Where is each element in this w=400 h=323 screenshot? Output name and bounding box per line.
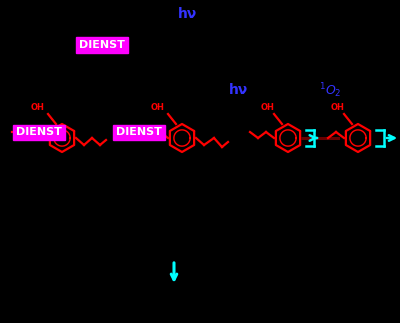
Text: DIENST: DIENST <box>16 128 62 137</box>
Text: DIENST: DIENST <box>79 40 125 50</box>
Text: hν: hν <box>228 83 248 98</box>
Text: OH: OH <box>331 103 345 112</box>
Text: hν: hν <box>178 7 197 21</box>
Text: $^1O_2$: $^1O_2$ <box>319 81 341 100</box>
Text: OH: OH <box>31 103 45 112</box>
Text: OH: OH <box>261 103 275 112</box>
Text: DIENST: DIENST <box>116 128 162 137</box>
Text: OH: OH <box>151 103 165 112</box>
